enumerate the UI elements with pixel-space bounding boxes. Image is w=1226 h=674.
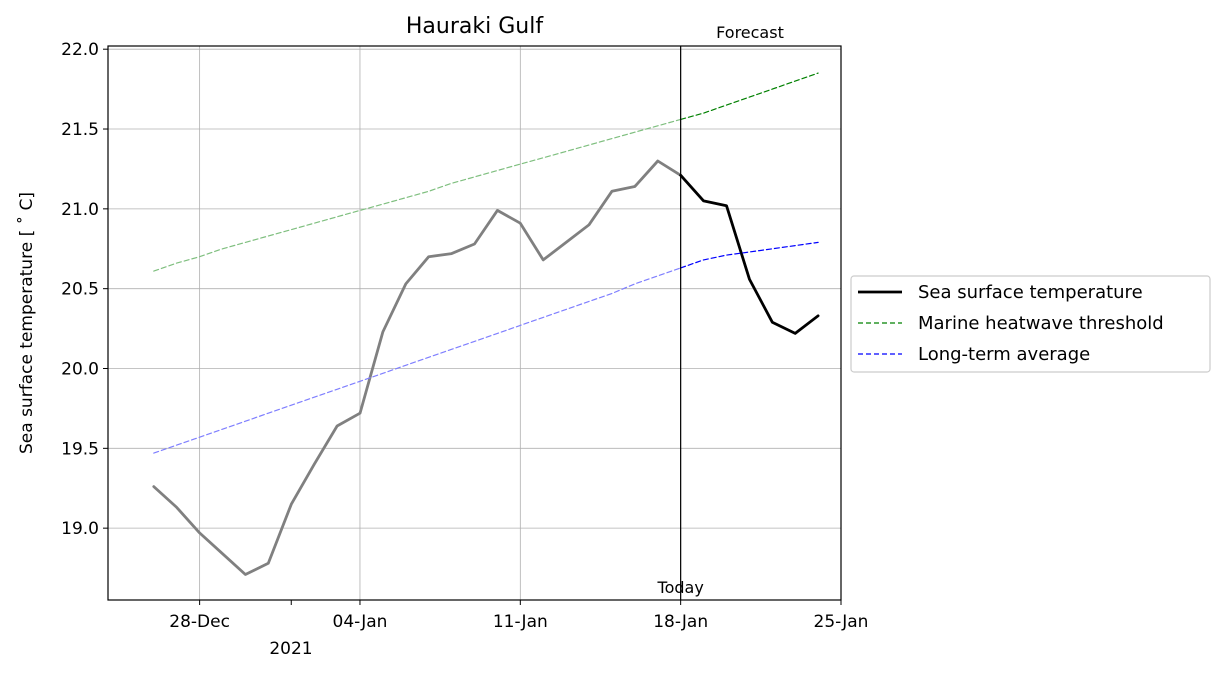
series-line-forecast: [680, 241, 819, 269]
y-tick-label: 20.5: [61, 280, 99, 300]
y-axis-label: Sea surface temperature [ ˚ C]: [16, 192, 37, 454]
legend: Sea surface temperature Marine heatwave t…: [850, 275, 1211, 373]
series-lines: [152, 72, 820, 576]
legend-label: Long-term average: [918, 344, 1090, 365]
axes: 19.0 19.5 20.0 20.5 21.0 21.5 22.0 28-Dec 04-Jan…: [61, 40, 868, 632]
chart-title: Hauraki Gulf: [406, 14, 544, 39]
today-label: Today: [657, 578, 704, 597]
y-tick-label: 21.0: [61, 200, 99, 220]
x-tick-label: 11-Jan: [493, 612, 548, 632]
y-tick-label: 22.0: [61, 40, 99, 60]
y-tick-label: 19.5: [61, 439, 99, 459]
forecast-label: Forecast: [716, 23, 784, 42]
series-line-past: [153, 267, 682, 454]
y-tick-label: 21.5: [61, 120, 99, 140]
series-line-past: [153, 118, 682, 272]
legend-label: Marine heatwave threshold: [918, 313, 1164, 334]
x-tick-label: 04-Jan: [333, 612, 388, 632]
plot-frame: [107, 45, 842, 601]
x-tick-label: 25-Jan: [814, 612, 869, 632]
series-line-past: [152, 159, 683, 576]
grid: [108, 46, 842, 600]
x-tick-label: 18-Jan: [653, 612, 708, 632]
legend-label: Sea surface temperature: [918, 282, 1143, 303]
x-tick-label: 28-Dec: [169, 612, 230, 632]
y-tick-label: 19.0: [61, 519, 99, 539]
y-tick-label: 20.0: [61, 360, 99, 380]
legend-box: [850, 275, 1211, 373]
year-label: 2021: [269, 639, 312, 659]
series-line-forecast: [679, 173, 820, 335]
series-line-forecast: [680, 72, 819, 121]
